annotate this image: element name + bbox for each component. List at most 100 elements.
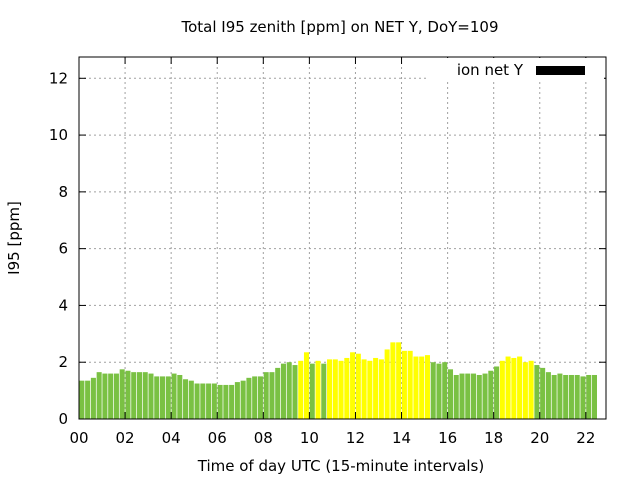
bar — [280, 363, 286, 419]
bar — [142, 372, 148, 419]
bar — [390, 342, 396, 419]
bar — [309, 363, 315, 419]
bar — [413, 356, 419, 419]
bar — [591, 374, 598, 419]
bar — [545, 372, 551, 419]
bar — [453, 374, 459, 419]
x-tick-label: 20 — [530, 429, 549, 447]
legend: ion net Y — [428, 58, 604, 80]
bar — [223, 384, 229, 419]
bar — [332, 359, 338, 419]
x-tick-label: 18 — [484, 429, 503, 447]
x-tick-label: 12 — [346, 429, 365, 447]
bar — [447, 369, 454, 419]
chart-title: Total I95 zenith [ppm] on NET Y, DoY=109 — [180, 18, 498, 36]
bar — [252, 376, 258, 419]
bar — [298, 360, 304, 419]
bar — [476, 374, 482, 419]
bar — [234, 382, 240, 419]
bar — [315, 360, 321, 419]
x-tick-label: 10 — [300, 429, 319, 447]
bar — [494, 366, 500, 419]
y-tick-label: 0 — [58, 410, 68, 428]
bar — [286, 362, 292, 419]
bar — [85, 380, 91, 419]
x-tick-label: 00 — [69, 429, 88, 447]
bar — [119, 369, 125, 419]
bar — [540, 367, 546, 419]
y-axis-label: I95 [ppm] — [5, 201, 23, 275]
bar — [401, 350, 407, 419]
grid-lines — [79, 57, 606, 419]
bar — [108, 373, 114, 419]
bar — [125, 370, 131, 419]
bar — [131, 372, 137, 419]
x-tick-label: 06 — [208, 429, 227, 447]
bar — [321, 363, 327, 419]
bar — [177, 374, 183, 419]
bar — [292, 365, 298, 419]
bar — [102, 373, 108, 419]
bar — [574, 374, 580, 419]
bar — [338, 360, 344, 419]
bar — [171, 373, 177, 419]
y-tick-label: 6 — [58, 240, 68, 258]
bar — [482, 373, 488, 419]
bar — [154, 376, 160, 419]
bar — [159, 376, 166, 419]
bar — [459, 373, 465, 419]
bar — [442, 362, 448, 419]
legend-swatch — [536, 66, 585, 75]
bar — [183, 379, 189, 419]
bar — [206, 383, 212, 419]
bar — [465, 373, 471, 419]
y-tick-label: 10 — [49, 126, 68, 144]
y-tick-label: 2 — [58, 353, 68, 371]
x-tick-label: 16 — [438, 429, 457, 447]
bar — [436, 363, 442, 419]
bar — [430, 362, 436, 419]
bar — [511, 357, 517, 419]
bar — [505, 356, 511, 419]
bar — [211, 383, 217, 419]
bar — [344, 357, 350, 419]
bar — [136, 372, 142, 419]
bar — [263, 372, 269, 419]
bar — [194, 383, 200, 419]
bar — [522, 362, 528, 419]
bar — [528, 360, 534, 419]
bar — [113, 373, 119, 419]
bar — [148, 373, 154, 419]
bar — [384, 349, 390, 419]
bar — [79, 380, 85, 419]
bar — [188, 380, 194, 419]
bar — [517, 356, 523, 419]
bar — [361, 359, 367, 419]
bar — [246, 377, 252, 419]
bar — [563, 374, 569, 419]
x-axis-label: Time of day UTC (15-minute intervals) — [197, 457, 484, 475]
bar — [534, 365, 540, 419]
bar — [407, 350, 413, 419]
bar — [367, 360, 373, 419]
bar — [257, 376, 263, 419]
x-tick-label: 14 — [392, 429, 411, 447]
bar — [303, 352, 310, 419]
bar — [217, 384, 223, 419]
bar — [373, 357, 379, 419]
x-tick-label: 04 — [162, 429, 181, 447]
y-tick-label: 12 — [49, 69, 68, 87]
bar — [424, 355, 430, 419]
bar — [275, 367, 281, 419]
bar — [580, 376, 586, 419]
bar — [269, 372, 275, 419]
x-tick-label: 02 — [116, 429, 135, 447]
bar — [90, 377, 96, 419]
x-tick-label: 22 — [576, 429, 595, 447]
bar — [229, 384, 235, 419]
bar — [396, 342, 402, 419]
legend-label: ion net Y — [457, 61, 524, 79]
bar — [350, 352, 356, 419]
